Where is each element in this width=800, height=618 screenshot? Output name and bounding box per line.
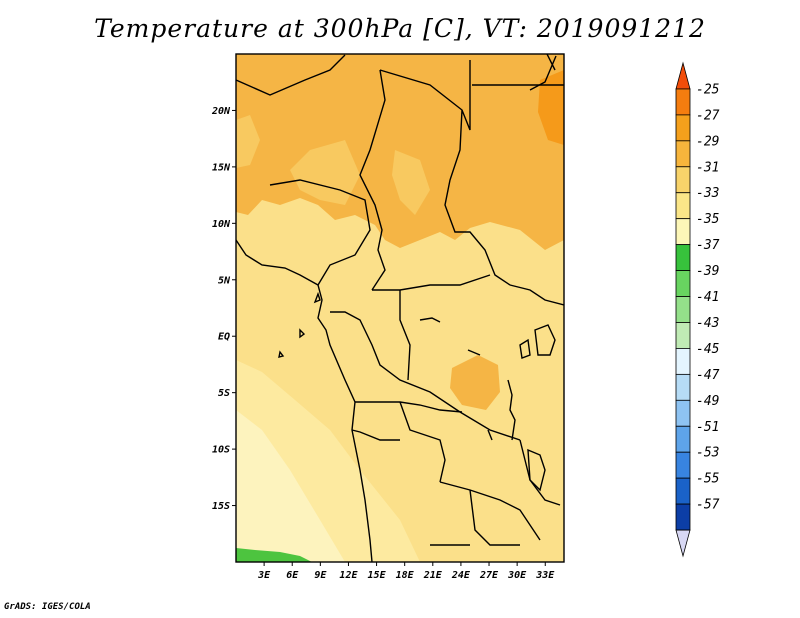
colorbar-level-label: -41 [696,290,719,305]
colorbar-box [675,244,691,271]
lon-tick-label: 3E [257,570,271,581]
map-frame [235,53,565,563]
lat-tick-label: 20N [211,106,231,117]
colorbar-level-label: -45 [696,342,720,357]
colorbar-box [675,114,691,142]
colorbar-triangle-bottom [675,529,691,558]
lon-tick-label: 9E [314,570,327,581]
colorbar-box [675,218,691,246]
lon-tick-label: 24E [451,570,471,581]
colorbar-box [675,192,691,220]
map-title: Temperature at 300hPa [C], VT: 201909121… [94,14,706,43]
longitude-axis: 3E 6E 9E 12E 15E 18E 21E 24E 27E 30E 33E [257,562,555,581]
lat-tick-label: 10S [212,445,230,456]
colorbar-level-label: -51 [696,420,719,435]
colorbar-box [675,348,691,375]
lat-tick-label: 10N [212,219,231,230]
colorbar-box [675,270,691,297]
lat-tick-label: 15S [212,501,230,512]
colorbar-triangle-top [675,61,691,90]
colorbar-level-label: -39 [696,264,719,279]
colorbar-level-label: -27 [696,108,720,123]
colorbar-box [675,373,691,401]
colorbar-box [675,399,691,427]
colorbar-level-label: -47 [696,368,720,383]
colorbar-level-label: -37 [696,238,720,253]
colorbar-box [675,477,691,505]
colorbar-box [675,88,691,116]
lon-tick-label: 21E [423,570,443,581]
lat-tick-label: 5N [218,275,231,286]
colorbar-box [675,166,691,194]
lon-tick-label: 33E [535,570,555,581]
colorbar-box [675,503,691,531]
colorbar-level-label: -31 [696,160,719,175]
lon-tick-label: 12E [339,570,358,581]
lon-tick-label: 18E [396,570,415,581]
colorbar-level-label: -43 [696,316,719,331]
colorbar-level-label: -33 [696,186,719,201]
footer-credit: GrADS: IGES/COLA [4,602,91,612]
colorbar-box [675,451,691,479]
colorbar-level-label: -53 [696,446,719,461]
colorbar-level-label: -29 [696,134,719,149]
colorbar-box [675,322,691,349]
latitude-axis: 20N 15N 10N 5N EQ 5S 10S 15S [211,106,236,512]
lon-tick-label: 30E [507,570,527,581]
lon-tick-label: 27E [479,570,499,581]
colorbar-level-label: -57 [696,498,720,513]
lon-tick-label: 6E [286,570,299,581]
colorbar-level-label: -35 [696,212,720,227]
colorbar-level-label: -55 [696,472,720,487]
colorbar-level-label: -49 [696,394,719,409]
lat-tick-label: EQ [218,332,230,343]
lat-tick-label: 5S [218,388,230,399]
colorbar-level-label: -25 [696,82,720,97]
colorbar-box [675,296,691,323]
colorbar-box [675,140,691,168]
lon-tick-label: 15E [368,570,387,581]
country-borders [236,54,564,562]
colorbar: -25 -27 -29 -31 -33 -35 -37 -39 -41 -43 -45 -47 -49 -… [675,61,720,558]
colorbar-box [675,425,691,453]
lat-tick-label: 15N [212,162,231,173]
